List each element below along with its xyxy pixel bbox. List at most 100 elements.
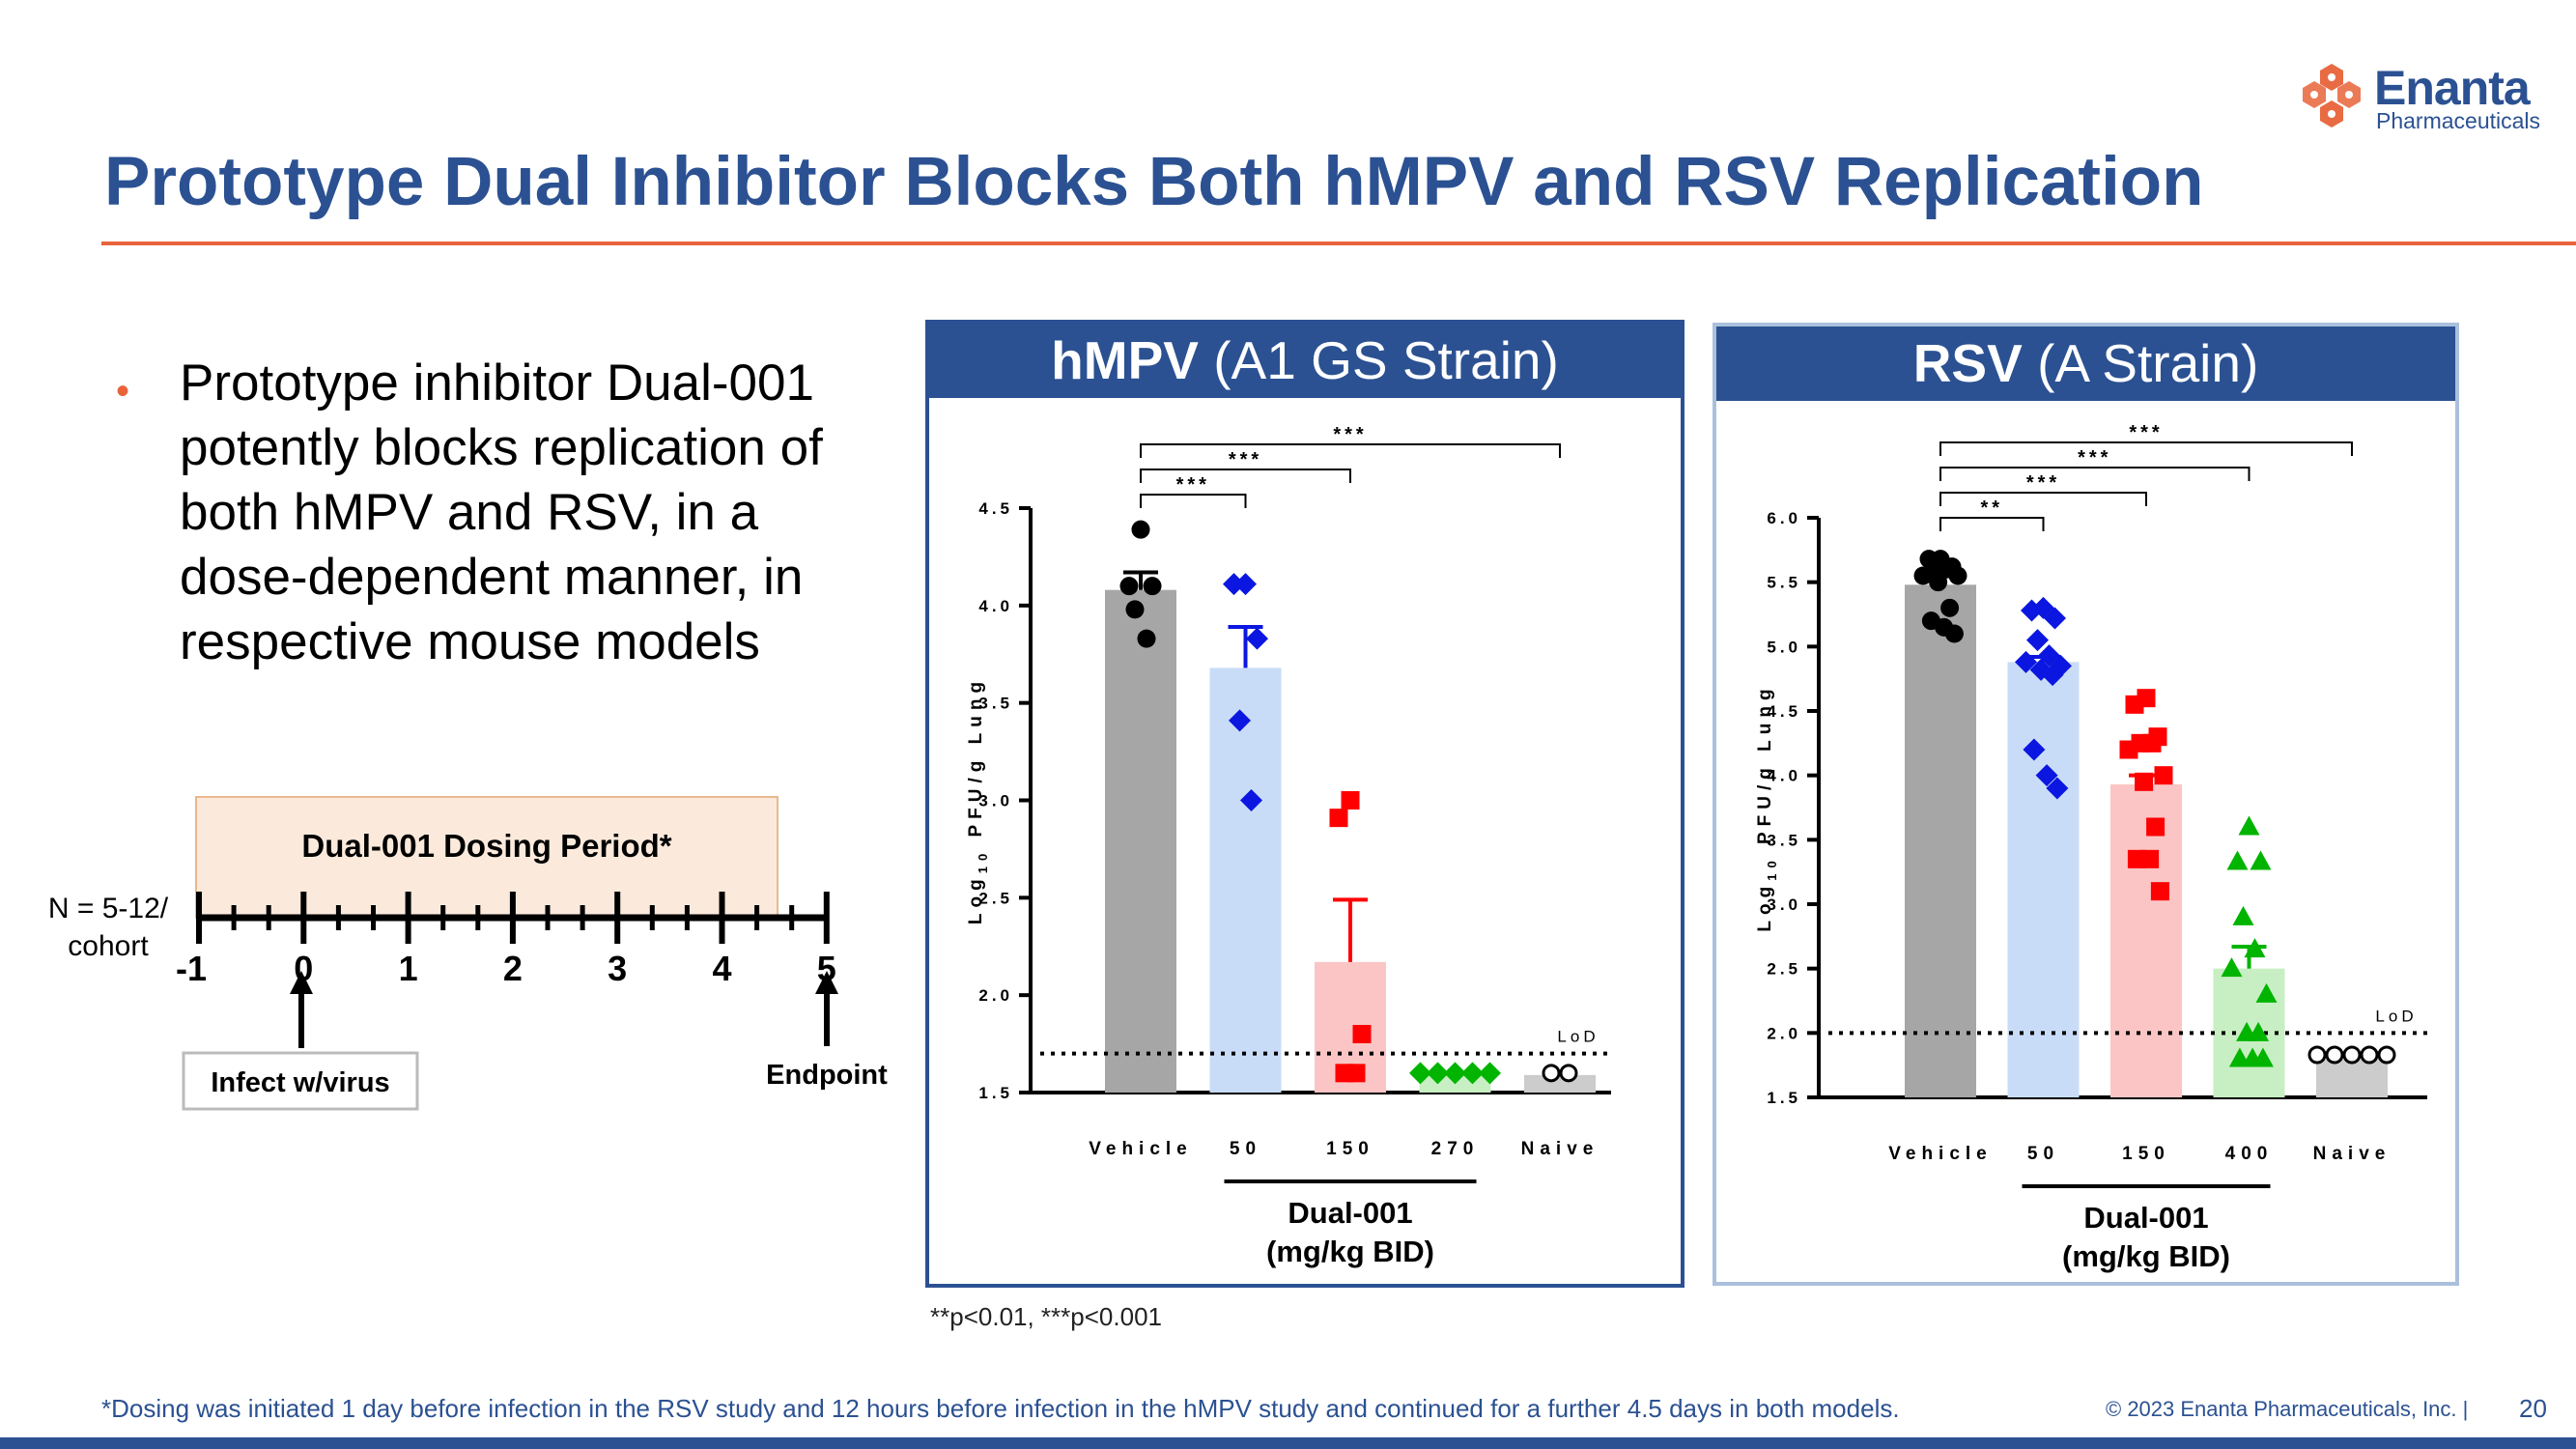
data-point [2050,654,2072,677]
data-point [2250,850,2272,870]
group-label-units: (mg/kg BID) [1266,1235,1434,1268]
rsv-title-bold: RSV [1912,333,2023,393]
y-label-log: Log [966,873,986,924]
y-tick-label: 6.0 [1767,509,1801,527]
significance-bracket [1140,494,1247,508]
data-point [2238,815,2260,836]
data-point [1341,791,1360,810]
data-point [1352,1025,1372,1043]
x-tick-label: 50 [2027,1144,2059,1164]
data-point [1240,789,1262,811]
data-point [2232,905,2254,925]
data-point [1479,1062,1501,1085]
y-label-log: Log [1755,881,1775,932]
timeline-tick-label: 3 [608,949,627,988]
significance-bracket [1140,443,1561,458]
data-point [2046,777,2069,800]
data-point [1542,1064,1561,1083]
data-point [2142,733,2162,753]
dosing-period-label: Dual-001 Dosing Period* [301,828,671,864]
hmpv-chart-panel: hMPV (A1 GS Strain) [925,320,1684,1288]
data-point [1125,600,1145,619]
data-point [1346,1064,1366,1083]
data-point [1131,520,1150,539]
data-point [1559,1064,1578,1083]
y-label-subscript: 10 [976,848,990,873]
y-axis-label: Log10 PFU/g Lung [966,676,990,924]
x-tick-label: 400 [2225,1144,2274,1164]
significance-stars: *** [2129,422,2163,443]
rsv-title-rest: (A Strain) [2037,333,2259,393]
data-point [1234,573,1257,596]
x-tick-label: 50 [1230,1139,1261,1159]
cohort-label-line2: cohort [68,930,149,962]
data-point [2154,766,2173,785]
y-tick-label: 3.5 [1767,831,1801,849]
significance-stars: *** [2078,447,2111,469]
group-label: Dual-001 [1288,1196,1412,1230]
data-point [1948,566,1967,585]
data-point [1119,577,1139,596]
hexagon-molecule-icon [2303,64,2361,128]
significance-bracket [1140,469,1351,483]
data-point [2307,1045,2327,1065]
data-point [2044,607,2066,630]
data-point [2021,599,2043,622]
data-point [2119,740,2138,759]
data-point [1137,629,1156,648]
data-point [2041,664,2064,687]
hmpv-title-bold: hMPV [1051,330,1199,390]
significance-bracket [1939,441,2353,456]
y-tick-label: 4.5 [1767,702,1801,721]
y-label-unit: PFU/g Lung [1755,683,1775,855]
significance-footnote: **p<0.01, ***p<0.001 [930,1302,1162,1331]
data-point [2226,850,2249,870]
data-point [2251,1047,2274,1067]
y-tick-label: 3.5 [978,695,1013,713]
data-point [2035,764,2058,787]
data-point [1229,709,1251,732]
y-axis-label: Log10 PFU/g Lung [1755,683,1779,931]
bar-vehicle [1105,589,1176,1093]
infect-box [182,1051,419,1111]
significance-bracket [1939,517,2045,531]
data-point [1246,627,1268,650]
data-point [2342,1045,2362,1065]
data-point [2015,650,2037,673]
data-point [2221,957,2243,978]
data-point [2255,982,2278,1003]
data-point [2140,849,2160,868]
dosing-footnote: *Dosing was initiated 1 day before infec… [101,1394,1900,1423]
significance-bracket [1939,467,2250,481]
bar-50 [2007,662,2080,1097]
x-tick-label: Vehicle [1089,1139,1193,1159]
y-tick-label: 5.0 [1767,638,1801,656]
x-tick-label: 150 [2122,1144,2170,1164]
data-point [1461,1062,1484,1085]
y-tick-label: 2.0 [978,986,1013,1005]
page-number: 20 [2519,1394,2547,1423]
bottom-bar [0,1437,2576,1449]
slide-title: Prototype Dual Inhibitor Blocks Both hMP… [104,144,2204,220]
data-point [1944,624,1964,643]
title-divider [101,242,2576,245]
timeline-tick-label: 2 [503,949,523,988]
hmpv-chart: 1.5 2.0 2.5 3.0 3.5 4.0 4.5 Log10 PFU/g Lung LoD… [966,424,1611,1268]
y-label-unit: PFU/g Lung [966,676,986,848]
y-tick-label: 1.5 [978,1084,1013,1102]
y-tick-label: 2.5 [978,889,1013,907]
y-tick-label: 3.0 [978,792,1013,810]
data-point [2150,882,2169,901]
bar-50 [1209,668,1282,1093]
significance-stars: *** [1333,424,1367,445]
bar-150 [2110,784,2182,1097]
data-point [2125,695,2144,714]
rsv-panel-header: RSV (A Strain) [1716,327,2455,401]
enanta-logo: Enanta Pharmaceuticals [2301,60,2552,137]
data-point [2360,1045,2379,1065]
data-point [2135,772,2154,791]
infect-label: Infect w/virus [211,1067,389,1098]
data-point [2248,1021,2270,1041]
y-label-subscript: 10 [1765,855,1779,880]
dosing-timeline: Dual-001 Dosing Period* -1 0 1 2 3 4 5 N = 5-1… [48,796,888,1111]
